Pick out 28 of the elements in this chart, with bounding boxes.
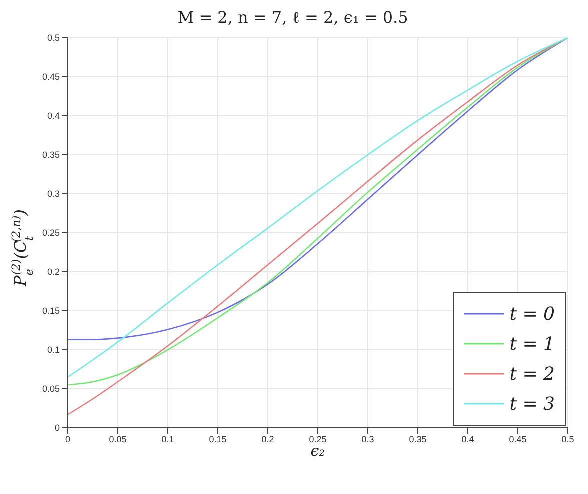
y-tick-label: 0.05 — [42, 384, 60, 394]
legend-label: t = 0 — [510, 304, 555, 324]
y-tick-label: 0.5 — [47, 33, 60, 44]
x-tick-label: 0.35 — [409, 434, 427, 444]
x-tick-label: 0.05 — [109, 434, 127, 444]
legend-label: t = 2 — [510, 364, 555, 384]
x-tick-label: 0.15 — [209, 434, 227, 444]
x-tick-label: 0.5 — [562, 434, 574, 444]
y-tick-label: 0.45 — [42, 72, 60, 82]
y-tick-label: 0 — [54, 423, 60, 434]
x-tick-label: 0.2 — [262, 434, 274, 444]
y-tick-label: 0.35 — [42, 150, 60, 160]
y-tick-label: 0.1 — [47, 345, 60, 356]
x-axis-title: ϵ₂ — [310, 442, 326, 460]
y-tick-label: 0.25 — [42, 228, 60, 238]
y-tick-label: 0.2 — [47, 267, 60, 278]
y-tick-label: 0.3 — [47, 189, 60, 200]
x-tick-label: 0.45 — [509, 434, 527, 444]
y-tick-label: 0.15 — [42, 306, 60, 316]
chart-title: M = 2, n = 7, ℓ = 2, ϵ₁ = 0.5 — [176, 8, 410, 28]
x-tick-label: 0.4 — [462, 434, 474, 444]
y-tick-label: 0.4 — [47, 111, 60, 122]
legend-label: t = 1 — [510, 334, 555, 354]
x-tick-label: 0 — [65, 434, 71, 444]
x-tick-label: 0.25 — [309, 434, 327, 444]
x-tick-label: 0.1 — [162, 434, 174, 444]
legend-label: t = 3 — [510, 394, 555, 414]
x-tick-label: 0.3 — [362, 434, 374, 444]
